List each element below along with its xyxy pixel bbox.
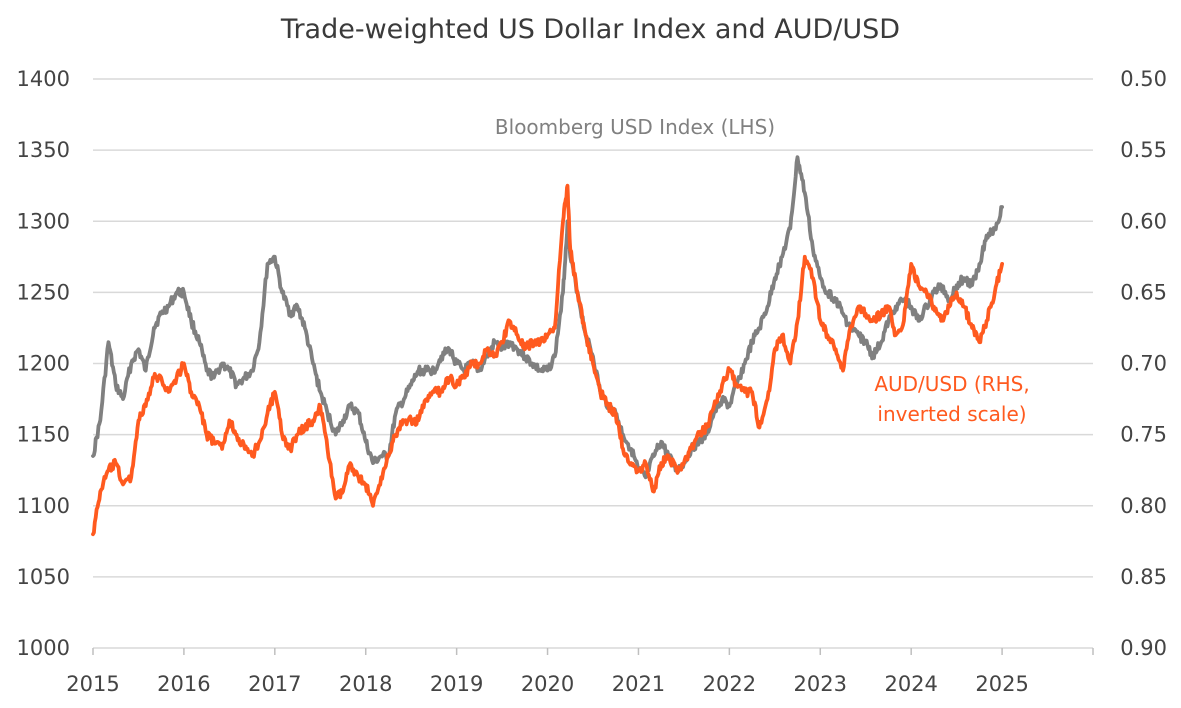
left-axis-ticks: 1000 1050 1100 1150 1200 1250 1300 1350 1400	[17, 67, 70, 660]
right-tick-label: 0.50	[1120, 67, 1167, 91]
series-label: inverted scale)	[877, 402, 1026, 426]
x-axis-ticks: 2015 2016 2017 2018 2019 2020 2021 2022 2023 2024…	[66, 648, 1094, 696]
left-tick-label: 1000	[17, 636, 70, 660]
right-tick-label: 0.80	[1120, 494, 1167, 518]
gridlines	[93, 78, 1093, 649]
right-tick-label: 0.85	[1120, 565, 1167, 589]
left-tick-label: 1250	[17, 280, 70, 304]
right-tick-label: 0.55	[1120, 138, 1167, 162]
right-tick-label: 0.70	[1120, 352, 1167, 376]
right-tick-label: 0.60	[1120, 209, 1167, 233]
series-annotations: Bloomberg USD Index (LHS) AUD/USD (RHS, in…	[495, 115, 1030, 426]
right-axis-ticks: 0.90 0.85 0.80 0.75 0.70 0.65 0.60 0.55 0.50	[1120, 67, 1167, 660]
series-lines	[91, 155, 1004, 537]
left-tick-label: 1400	[17, 67, 70, 91]
x-tick-label: 2024	[884, 672, 937, 696]
x-tick-label: 2017	[248, 672, 301, 696]
left-tick-label: 1100	[17, 494, 70, 518]
right-tick-label: 0.65	[1120, 280, 1167, 304]
x-tick-label: 2019	[430, 672, 483, 696]
series-label: Bloomberg USD Index (LHS)	[495, 115, 775, 139]
x-tick-label: 2021	[612, 672, 665, 696]
x-tick-label: 2016	[157, 672, 210, 696]
x-tick-label: 2025	[975, 672, 1028, 696]
series-line	[91, 183, 1004, 537]
left-tick-label: 1300	[17, 209, 70, 233]
x-tick-label: 2018	[339, 672, 392, 696]
left-tick-label: 1350	[17, 138, 70, 162]
x-tick-label: 2022	[703, 672, 756, 696]
x-tick-label: 2015	[66, 672, 119, 696]
right-tick-label: 0.75	[1120, 423, 1167, 447]
left-tick-label: 1050	[17, 565, 70, 589]
left-tick-label: 1150	[17, 423, 70, 447]
x-tick-label: 2023	[794, 672, 847, 696]
chart-title: Trade-weighted US Dollar Index and AUD/U…	[280, 14, 901, 45]
series-label: AUD/USD (RHS,	[874, 372, 1029, 396]
x-tick-label: 2020	[521, 672, 574, 696]
right-tick-label: 0.90	[1120, 636, 1167, 660]
series-line	[91, 155, 1004, 480]
left-tick-label: 1200	[17, 352, 70, 376]
